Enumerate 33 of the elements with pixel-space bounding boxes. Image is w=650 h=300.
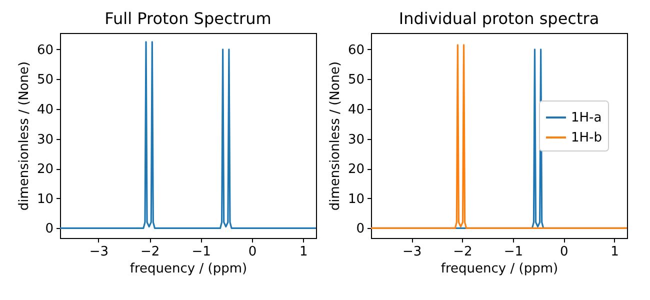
x-tick-label: 0 <box>560 244 568 260</box>
legend-label: 1H-a <box>571 110 602 126</box>
legend-label: 1H-b <box>571 130 602 146</box>
y-tick-label: 0 <box>45 222 54 237</box>
y-tick-label: 10 <box>36 192 54 207</box>
y-tick-label: 20 <box>36 162 54 178</box>
x-tick-label: 1 <box>610 244 619 260</box>
x-tick-label: −1 <box>504 244 524 260</box>
x-tick-label: −2 <box>453 244 472 260</box>
x-tick-label: −1 <box>192 244 211 260</box>
y-axis-title: dimensionless / (None) <box>328 61 343 211</box>
chart-title: Individual proton spectra <box>398 9 600 28</box>
y-tick-label: 60 <box>348 42 364 58</box>
y-tick-label: 20 <box>348 162 364 178</box>
y-axis-title: dimensionless / (None) <box>16 61 32 211</box>
y-tick-label: 10 <box>348 192 364 207</box>
y-tick-label: 0 <box>356 222 364 237</box>
x-tick-label: −3 <box>402 244 422 260</box>
y-tick-label: 40 <box>36 102 54 118</box>
x-axis-title: frequency / (ppm) <box>440 262 558 276</box>
y-tick-label: 40 <box>348 102 364 118</box>
x-tick-label: −3 <box>89 244 108 260</box>
y-tick-label: 30 <box>348 132 364 148</box>
x-axis-title: frequency / (ppm) <box>130 262 248 276</box>
x-tick-label: 1 <box>300 244 308 260</box>
y-tick-label: 50 <box>36 72 54 88</box>
y-tick-label: 30 <box>36 132 54 148</box>
y-tick-label: 60 <box>36 42 54 58</box>
y-tick-label: 50 <box>348 72 364 88</box>
x-tick-label: 0 <box>248 244 257 260</box>
x-tick-label: −2 <box>140 244 160 260</box>
line-series <box>60 41 316 229</box>
chart-title: Full Proton Spectrum <box>104 9 272 28</box>
